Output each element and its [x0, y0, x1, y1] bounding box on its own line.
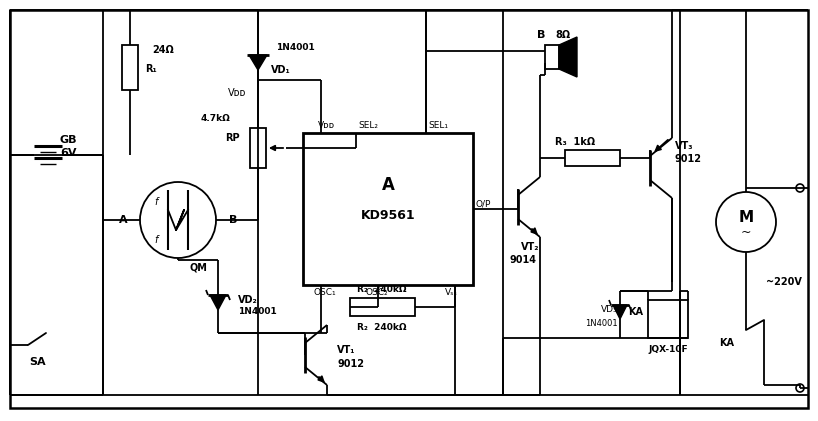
Text: O/P: O/P: [476, 200, 492, 208]
Text: B: B: [537, 30, 545, 40]
Text: VD₂: VD₂: [238, 295, 258, 305]
Text: B: B: [229, 215, 237, 225]
Text: f: f: [155, 197, 158, 207]
Bar: [122, 45, 138, 90]
Circle shape: [716, 192, 776, 252]
Text: Vᴅᴅ: Vᴅᴅ: [318, 121, 335, 130]
Text: 6V: 6V: [60, 148, 76, 158]
Text: R₃  1kΩ: R₃ 1kΩ: [555, 137, 596, 147]
Text: SA: SA: [29, 357, 47, 367]
Polygon shape: [210, 295, 226, 310]
Bar: [303, 133, 473, 285]
Text: VT₁: VT₁: [337, 345, 356, 355]
Text: GB: GB: [59, 135, 77, 145]
Text: 1N4001: 1N4001: [276, 43, 315, 51]
Text: SEL₁: SEL₁: [428, 121, 448, 130]
Text: R₂  240kΩ: R₂ 240kΩ: [357, 323, 407, 333]
Text: VT₂: VT₂: [521, 242, 540, 252]
Circle shape: [796, 384, 804, 392]
Text: f: f: [155, 235, 158, 245]
Text: ~220V: ~220V: [766, 277, 802, 287]
Text: 1N4001: 1N4001: [238, 307, 276, 317]
Text: OSC₁: OSC₁: [313, 288, 335, 297]
Polygon shape: [559, 37, 577, 77]
Text: KD9561: KD9561: [361, 208, 416, 221]
Text: RP: RP: [226, 133, 240, 143]
Text: A: A: [381, 176, 394, 194]
Text: R₂  240kΩ: R₂ 240kΩ: [357, 285, 407, 295]
Text: 4.7kΩ: 4.7kΩ: [200, 114, 230, 123]
Text: 1N4001: 1N4001: [586, 319, 618, 328]
Text: QM: QM: [189, 263, 207, 273]
Bar: [648, 300, 688, 338]
Text: 8Ω: 8Ω: [555, 30, 571, 40]
Polygon shape: [249, 55, 267, 70]
Text: A: A: [119, 215, 128, 225]
Polygon shape: [613, 305, 627, 319]
Text: VD₃: VD₃: [601, 306, 618, 314]
Bar: [350, 298, 415, 316]
Bar: [565, 150, 620, 166]
Text: JQX-10F: JQX-10F: [648, 346, 688, 354]
Text: R₁: R₁: [145, 64, 157, 74]
Text: Vₛₛ: Vₛₛ: [445, 288, 458, 297]
Bar: [545, 45, 559, 69]
Text: ~: ~: [741, 226, 751, 239]
Circle shape: [796, 184, 804, 192]
Bar: [250, 128, 266, 168]
Text: M: M: [739, 210, 753, 224]
Text: 9012: 9012: [675, 154, 702, 164]
Text: KA: KA: [719, 338, 734, 348]
Text: OSC₂: OSC₂: [365, 288, 388, 297]
Text: VD₁: VD₁: [271, 65, 290, 75]
Text: 9014: 9014: [510, 255, 537, 265]
Text: 9012: 9012: [337, 359, 364, 369]
Text: Vᴅᴅ: Vᴅᴅ: [227, 88, 246, 98]
Text: SEL₂: SEL₂: [358, 121, 378, 130]
Text: VT₃: VT₃: [675, 141, 694, 151]
Circle shape: [140, 182, 216, 258]
Text: 24Ω: 24Ω: [152, 45, 173, 55]
Text: KA: KA: [628, 307, 643, 317]
